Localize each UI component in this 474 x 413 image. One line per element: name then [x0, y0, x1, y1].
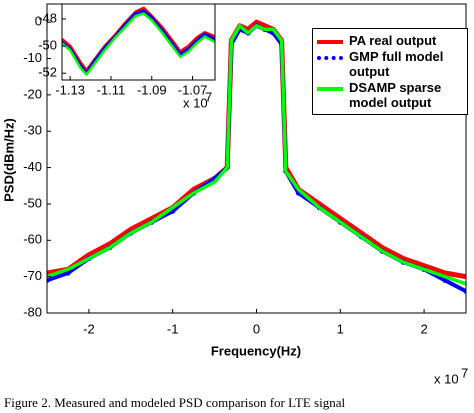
y-tick-label: 0	[35, 14, 42, 29]
legend-swatch	[317, 87, 343, 91]
legend-item: DSAMP sparse model output	[317, 80, 463, 110]
x-multiplier: x 10	[183, 95, 208, 110]
series-group	[62, 6, 215, 76]
data-point	[442, 277, 448, 283]
x-multiplier-exponent: 7	[205, 89, 212, 104]
y-tick-label: -10	[23, 50, 42, 65]
x-multiplier-exponent: 7	[461, 365, 468, 380]
legend-item: GMP full model output	[317, 49, 463, 79]
series-line	[47, 19, 466, 280]
caption: Figure 2. Measured and modeled PSD compa…	[4, 395, 345, 410]
y-tick-label: -80	[23, 304, 42, 319]
x-tick-label: -1.11	[97, 82, 126, 97]
y-tick-label: -48	[38, 10, 57, 25]
data-point	[463, 288, 466, 294]
series-line	[47, 24, 466, 286]
legend-swatch	[317, 56, 343, 60]
x-tick-label: -1.09	[137, 82, 167, 97]
legend-label: DSAMP sparse model output	[349, 80, 442, 110]
y-tick-label: -20	[23, 86, 42, 101]
series-line	[62, 12, 215, 76]
x-tick-label: 2	[420, 321, 427, 336]
legend-label: PA real output	[349, 33, 437, 48]
x-tick-label: -1.13	[55, 82, 85, 97]
x-tick-label: -1	[167, 321, 179, 336]
legend-swatch	[317, 40, 343, 44]
series-group	[47, 19, 466, 294]
y-tick-label: -60	[23, 232, 42, 247]
y-tick-label: -40	[23, 159, 42, 174]
legend-label: GMP full model output	[349, 49, 444, 79]
y-tick-label: -52	[38, 65, 57, 80]
x-tick-label: -1.07	[178, 82, 208, 97]
y-tick-label: -30	[23, 123, 42, 138]
data-point	[47, 277, 50, 283]
y-tick-label: -50	[38, 38, 57, 53]
y-tick-label: -70	[23, 268, 42, 283]
x-tick-label: -2	[83, 321, 95, 336]
x-tick-label: 1	[337, 321, 344, 336]
y-axis-label: PSD(dBm/Hz)	[1, 118, 16, 202]
x-axis-label: Frequency(Hz)	[211, 343, 301, 358]
series-line	[62, 6, 215, 72]
x-multiplier: x 10	[434, 371, 459, 386]
legend: PA real output GMP full model output DSAMP…	[312, 28, 468, 115]
axes-frame	[61, 3, 216, 81]
y-tick-label: -50	[23, 195, 42, 210]
legend-item: PA real output	[317, 33, 463, 48]
x-tick-label: 0	[253, 321, 260, 336]
